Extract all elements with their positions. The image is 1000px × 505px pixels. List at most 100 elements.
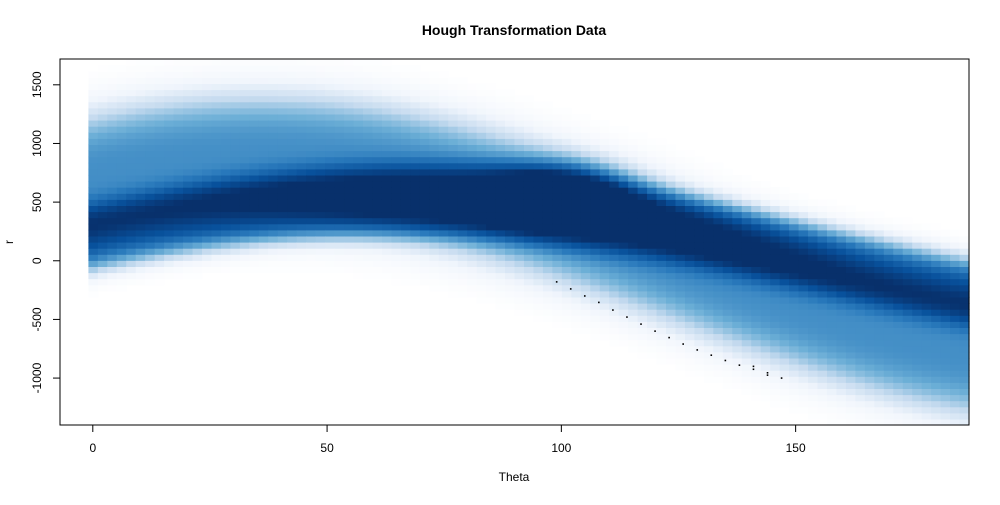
heatmap-cell	[836, 315, 847, 322]
heatmap-cell	[457, 156, 468, 164]
heatmap-cell	[381, 150, 393, 158]
heatmap-cell	[912, 321, 923, 328]
heatmap-cell	[505, 303, 516, 310]
heatmap-cell	[684, 370, 696, 377]
heatmap-cell	[164, 138, 175, 145]
heatmap-cell	[864, 315, 875, 322]
heatmap-cell	[239, 150, 250, 158]
heatmap-cell	[287, 65, 298, 72]
heatmap-cell	[476, 174, 487, 182]
heatmap-cell	[419, 242, 430, 249]
heatmap-cell	[135, 266, 146, 274]
heatmap-cell	[476, 138, 487, 145]
heatmap-cell	[902, 351, 913, 359]
heatmap-cell	[467, 168, 478, 176]
heatmap-cell	[722, 303, 733, 310]
heatmap-cell	[817, 309, 828, 316]
heatmap-cell	[476, 199, 487, 206]
heatmap-cell	[883, 229, 894, 237]
heatmap-cell	[959, 266, 970, 274]
heatmap-cell	[950, 388, 961, 396]
heatmap-cell	[164, 71, 175, 78]
heatmap-cell	[931, 278, 942, 286]
heatmap-cell	[211, 242, 222, 249]
heatmap-cell	[164, 107, 175, 115]
heatmap-cell	[173, 83, 184, 91]
heatmap-cell	[514, 156, 525, 164]
heatmap-cell	[798, 315, 809, 322]
heatmap-cell	[325, 254, 336, 261]
heatmap-cell	[855, 370, 866, 377]
heatmap-cell	[116, 193, 127, 200]
heatmap-cell	[400, 235, 411, 243]
heatmap-cell	[741, 296, 752, 304]
heatmap-cell	[97, 272, 108, 280]
heatmap-cell	[334, 89, 345, 97]
heatmap-cell	[684, 162, 696, 170]
heatmap-cell	[325, 156, 336, 164]
heatmap-cell	[921, 223, 932, 231]
heatmap-cell	[287, 107, 298, 115]
heatmap-cell	[381, 168, 393, 176]
heatmap-cell	[722, 296, 733, 304]
heatmap-cell	[334, 174, 345, 182]
heatmap-cell	[372, 199, 383, 206]
heatmap-cell	[779, 357, 790, 365]
heatmap-cell	[675, 327, 686, 335]
heatmap-cell	[590, 254, 601, 261]
heatmap-cell	[486, 120, 497, 127]
heatmap-cell	[931, 388, 942, 396]
heatmap-cell	[609, 156, 620, 164]
heatmap-cell	[287, 199, 298, 206]
heatmap-cell	[220, 95, 232, 103]
heatmap-cell	[523, 217, 535, 225]
heatmap-cell	[107, 199, 118, 206]
heatmap-cell	[315, 71, 326, 78]
heatmap-cell	[855, 278, 866, 286]
heatmap-cell	[921, 327, 932, 335]
heatmap-cell	[505, 144, 516, 152]
heatmap-cell	[561, 144, 572, 152]
heatmap-cell	[694, 266, 705, 274]
heatmap-cell	[486, 126, 497, 133]
heatmap-cell	[438, 71, 449, 78]
heatmap-cell	[315, 193, 326, 200]
heatmap-cell	[410, 71, 421, 78]
heatmap-cell	[325, 150, 336, 158]
heatmap-cell	[173, 260, 184, 267]
heatmap-cell	[561, 242, 572, 249]
heatmap-cell	[675, 266, 686, 274]
heatmap-cell	[779, 205, 790, 213]
heatmap-cell	[154, 193, 165, 200]
heatmap-cell	[523, 132, 535, 139]
heatmap-cell	[145, 181, 156, 188]
heatmap-cell	[457, 107, 468, 115]
heatmap-cell	[220, 254, 232, 261]
heatmap-cell	[845, 235, 856, 243]
heatmap-cell	[116, 260, 127, 267]
heatmap-cell	[258, 168, 269, 176]
heatmap-cell	[760, 388, 771, 396]
heatmap-cell	[798, 266, 809, 274]
heatmap-cell	[902, 406, 913, 414]
heatmap-cell	[789, 345, 800, 353]
heatmap-cell	[183, 77, 194, 84]
heatmap-cell	[334, 229, 345, 237]
heatmap-cell	[372, 101, 383, 109]
heatmap-cell	[845, 406, 856, 414]
heatmap-cell	[628, 260, 639, 267]
heatmap-cell	[505, 199, 516, 206]
y-tick-label: 500	[30, 192, 44, 212]
heatmap-cell	[97, 242, 108, 249]
heatmap-cell	[864, 211, 875, 219]
heatmap-cell	[902, 223, 913, 231]
heatmap-cell	[950, 284, 961, 292]
heatmap-cell	[514, 144, 525, 152]
heatmap-cell	[344, 71, 355, 78]
heatmap-cell	[467, 138, 478, 145]
heatmap-cell	[230, 242, 241, 249]
heatmap-cell	[230, 174, 241, 182]
heatmap-cell	[249, 199, 260, 206]
heatmap-cell	[874, 406, 885, 414]
heatmap-cell	[931, 229, 942, 237]
